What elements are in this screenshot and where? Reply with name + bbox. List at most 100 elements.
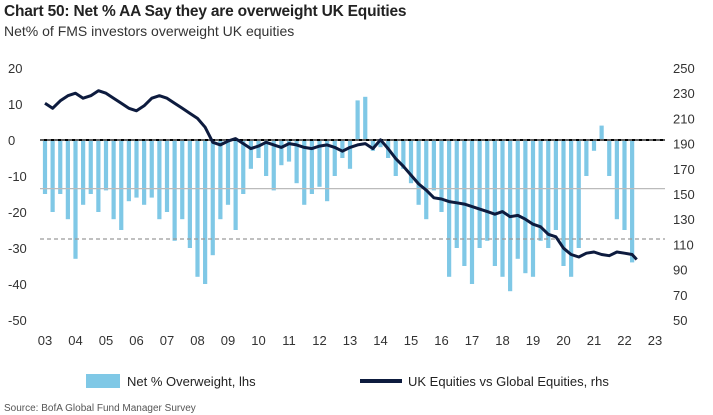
bar xyxy=(431,140,436,191)
bar xyxy=(546,140,551,248)
bar xyxy=(599,125,604,140)
bar xyxy=(630,140,635,263)
x-tick-label: 14 xyxy=(373,333,387,348)
x-tick-label: 04 xyxy=(68,333,82,348)
bar xyxy=(149,140,154,198)
bar xyxy=(164,140,170,212)
bar xyxy=(447,140,452,277)
bar xyxy=(58,140,63,194)
bar xyxy=(241,140,246,194)
bar xyxy=(248,140,253,169)
bar xyxy=(576,140,581,248)
bar xyxy=(180,140,185,220)
bar xyxy=(203,140,208,284)
bar xyxy=(218,140,223,220)
left-axis-ticks: 20 10 0 -10 -20 -30 -40 -50 xyxy=(8,61,27,328)
right-tick-label: 150 xyxy=(673,187,695,202)
bar xyxy=(614,140,619,220)
bar xyxy=(591,140,597,151)
x-tick-label: 23 xyxy=(648,333,662,348)
bar xyxy=(416,140,421,205)
bar xyxy=(225,140,231,205)
x-tick-label: 05 xyxy=(99,333,113,348)
bar xyxy=(523,140,528,274)
right-tick-label: 50 xyxy=(673,313,687,328)
bar xyxy=(172,140,177,241)
bar xyxy=(73,140,78,259)
right-tick-label: 250 xyxy=(673,61,695,76)
bar xyxy=(271,140,276,191)
bar xyxy=(195,140,200,277)
x-tick-label: 10 xyxy=(251,333,265,348)
left-tick-label: -40 xyxy=(8,277,27,292)
bar xyxy=(401,140,406,169)
bar xyxy=(340,140,345,158)
right-tick-label: 170 xyxy=(673,162,695,177)
x-axis-ticks: 03 04 05 06 07 08 09 10 11 12 13 14 15 16 17 18 19 20 21 22… xyxy=(38,333,662,348)
x-tick-label: 07 xyxy=(160,333,174,348)
legend-swatch-bars xyxy=(86,374,120,388)
bar xyxy=(256,140,261,158)
x-tick-label: 06 xyxy=(129,333,143,348)
legend: Net % Overweight, lhs UK Equities vs Glo… xyxy=(86,374,609,389)
x-tick-label: 22 xyxy=(617,333,631,348)
bar xyxy=(286,140,292,162)
bar xyxy=(50,140,55,212)
x-tick-label: 16 xyxy=(434,333,448,348)
bar xyxy=(317,140,322,187)
right-tick-label: 110 xyxy=(673,237,694,252)
left-tick-label: 0 xyxy=(8,133,15,148)
x-tick-label: 20 xyxy=(556,333,570,348)
bar xyxy=(378,140,383,148)
bar xyxy=(424,140,429,220)
x-tick-label: 17 xyxy=(465,333,479,348)
series-line xyxy=(44,89,638,261)
right-tick-label: 90 xyxy=(673,263,687,278)
bar xyxy=(210,140,215,256)
bar xyxy=(408,140,414,184)
x-tick-label: 18 xyxy=(495,333,509,348)
right-tick-label: 210 xyxy=(673,111,695,126)
reference-lines xyxy=(40,139,665,240)
legend-label-bars: Net % Overweight, lhs xyxy=(127,374,256,389)
bar xyxy=(485,140,490,241)
bar xyxy=(584,140,589,176)
chart-title: Chart 50: Net % AA Say they are overweig… xyxy=(4,3,407,20)
left-tick-label: 20 xyxy=(8,61,22,76)
bar xyxy=(622,140,627,230)
bar xyxy=(454,140,459,248)
bar xyxy=(439,140,444,212)
right-axis-ticks: 250 230 210 190 170 150 130 110 90 70 50 xyxy=(673,61,695,328)
bar xyxy=(500,140,505,277)
bar xyxy=(142,140,147,205)
bar xyxy=(332,140,337,176)
bar xyxy=(561,140,566,266)
bar xyxy=(530,140,536,277)
bar xyxy=(370,140,375,151)
bar xyxy=(553,140,558,230)
bar xyxy=(233,140,238,230)
bar xyxy=(477,140,482,248)
bar xyxy=(126,140,131,202)
x-tick-label: 15 xyxy=(404,333,418,348)
bar xyxy=(81,140,86,205)
bar xyxy=(569,140,574,277)
source-note: Source: BofA Global Fund Manager Survey xyxy=(4,403,196,414)
right-tick-label: 70 xyxy=(673,288,687,303)
bar xyxy=(187,140,192,248)
x-tick-label: 21 xyxy=(587,333,601,348)
bar xyxy=(96,140,101,212)
bar xyxy=(42,140,48,194)
bar xyxy=(294,140,299,184)
bar xyxy=(134,140,139,198)
bar xyxy=(309,140,314,194)
x-tick-label: 09 xyxy=(221,333,235,348)
x-tick-label: 11 xyxy=(282,333,296,348)
bar xyxy=(103,140,109,191)
legend-label-line: UK Equities vs Global Equities, rhs xyxy=(408,374,609,389)
bar xyxy=(363,96,368,140)
bar xyxy=(111,140,116,220)
line-series-uk-vs-global xyxy=(44,89,638,261)
bar xyxy=(157,140,162,220)
